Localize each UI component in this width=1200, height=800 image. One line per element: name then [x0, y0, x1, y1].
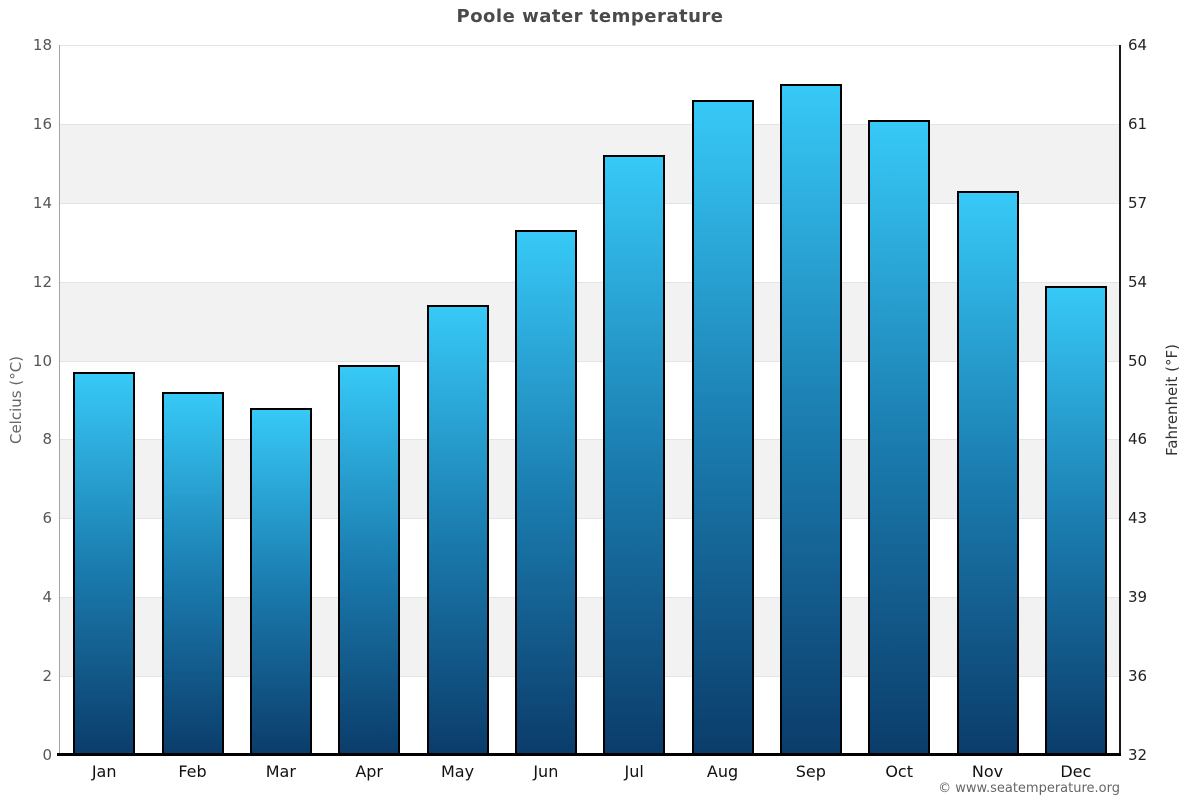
y-tick-celsius-0: 0: [42, 746, 52, 764]
y-tick-celsius-12: 12: [32, 272, 52, 291]
y-tick-fahrenheit-32: 32: [1128, 746, 1148, 764]
y-tick-fahrenheit-39: 39: [1128, 588, 1148, 607]
gridline: [60, 597, 1120, 599]
bar-jul: [603, 155, 666, 755]
y-axis-label-celsius: Celcius (°C): [7, 355, 25, 445]
gridline: [60, 45, 1120, 46]
y-tick-fahrenheit-61: 61: [1128, 114, 1148, 133]
x-tick-dec: Dec: [1060, 762, 1092, 781]
y-tick-fahrenheit-46: 46: [1128, 430, 1148, 449]
chart-title: Poole water temperature: [456, 6, 724, 27]
x-tick-sep: Sep: [795, 762, 826, 781]
background-band: [60, 123, 1120, 203]
y-tick-celsius-8: 8: [42, 430, 52, 449]
x-axis-line: [57, 753, 1121, 756]
bar-jun: [514, 230, 577, 755]
x-tick-jun: Jun: [533, 762, 559, 781]
x-tick-oct: Oct: [885, 762, 913, 781]
bar-oct: [868, 119, 931, 755]
background-band: [60, 597, 1120, 677]
left-axis-line: [59, 45, 60, 755]
y-tick-celsius-18: 18: [32, 36, 52, 54]
y-tick-fahrenheit-64: 64: [1128, 36, 1148, 54]
gridline: [60, 518, 1120, 520]
x-tick-nov: Nov: [971, 762, 1004, 781]
y-tick-fahrenheit-54: 54: [1128, 272, 1148, 291]
plot-area: [60, 45, 1120, 755]
background-band: [60, 281, 1120, 361]
gridline: [60, 281, 1120, 283]
bar-mar: [249, 407, 312, 755]
y-tick-fahrenheit-43: 43: [1128, 509, 1148, 528]
y-tick-celsius-6: 6: [42, 509, 52, 528]
x-tick-apr: Apr: [355, 762, 383, 781]
gridline: [60, 360, 1120, 362]
bar-aug: [691, 100, 754, 755]
x-tick-jul: Jul: [624, 762, 644, 781]
y-tick-celsius-10: 10: [32, 351, 52, 370]
copyright-watermark: © www.seatemperature.org: [938, 781, 1120, 796]
y-tick-fahrenheit-50: 50: [1128, 351, 1148, 370]
y-tick-fahrenheit-57: 57: [1128, 193, 1148, 212]
x-tick-mar: Mar: [265, 762, 296, 781]
y-tick-celsius-4: 4: [42, 588, 52, 607]
gridline: [60, 439, 1120, 441]
gridline: [60, 676, 1120, 678]
right-axis-line: [1119, 45, 1121, 755]
y-tick-celsius-14: 14: [32, 193, 52, 212]
background-band: [60, 439, 1120, 519]
y-axis-label-fahrenheit: Fahrenheit (°F): [1163, 344, 1181, 456]
bar-apr: [338, 364, 401, 755]
bar-dec: [1044, 285, 1107, 755]
bar-may: [426, 305, 489, 755]
x-tick-may: May: [440, 762, 475, 781]
x-tick-jan: Jan: [91, 762, 117, 781]
y-tick-celsius-2: 2: [42, 667, 52, 686]
bar-sep: [779, 84, 842, 755]
y-tick-fahrenheit-36: 36: [1128, 667, 1148, 686]
x-tick-aug: Aug: [706, 762, 739, 781]
bar-nov: [956, 190, 1019, 755]
x-tick-feb: Feb: [178, 762, 207, 781]
bar-feb: [161, 392, 224, 755]
gridline: [60, 123, 1120, 125]
y-tick-celsius-16: 16: [32, 114, 52, 133]
bar-jan: [73, 372, 136, 755]
gridline: [60, 202, 1120, 204]
background-band: [60, 45, 1120, 124]
